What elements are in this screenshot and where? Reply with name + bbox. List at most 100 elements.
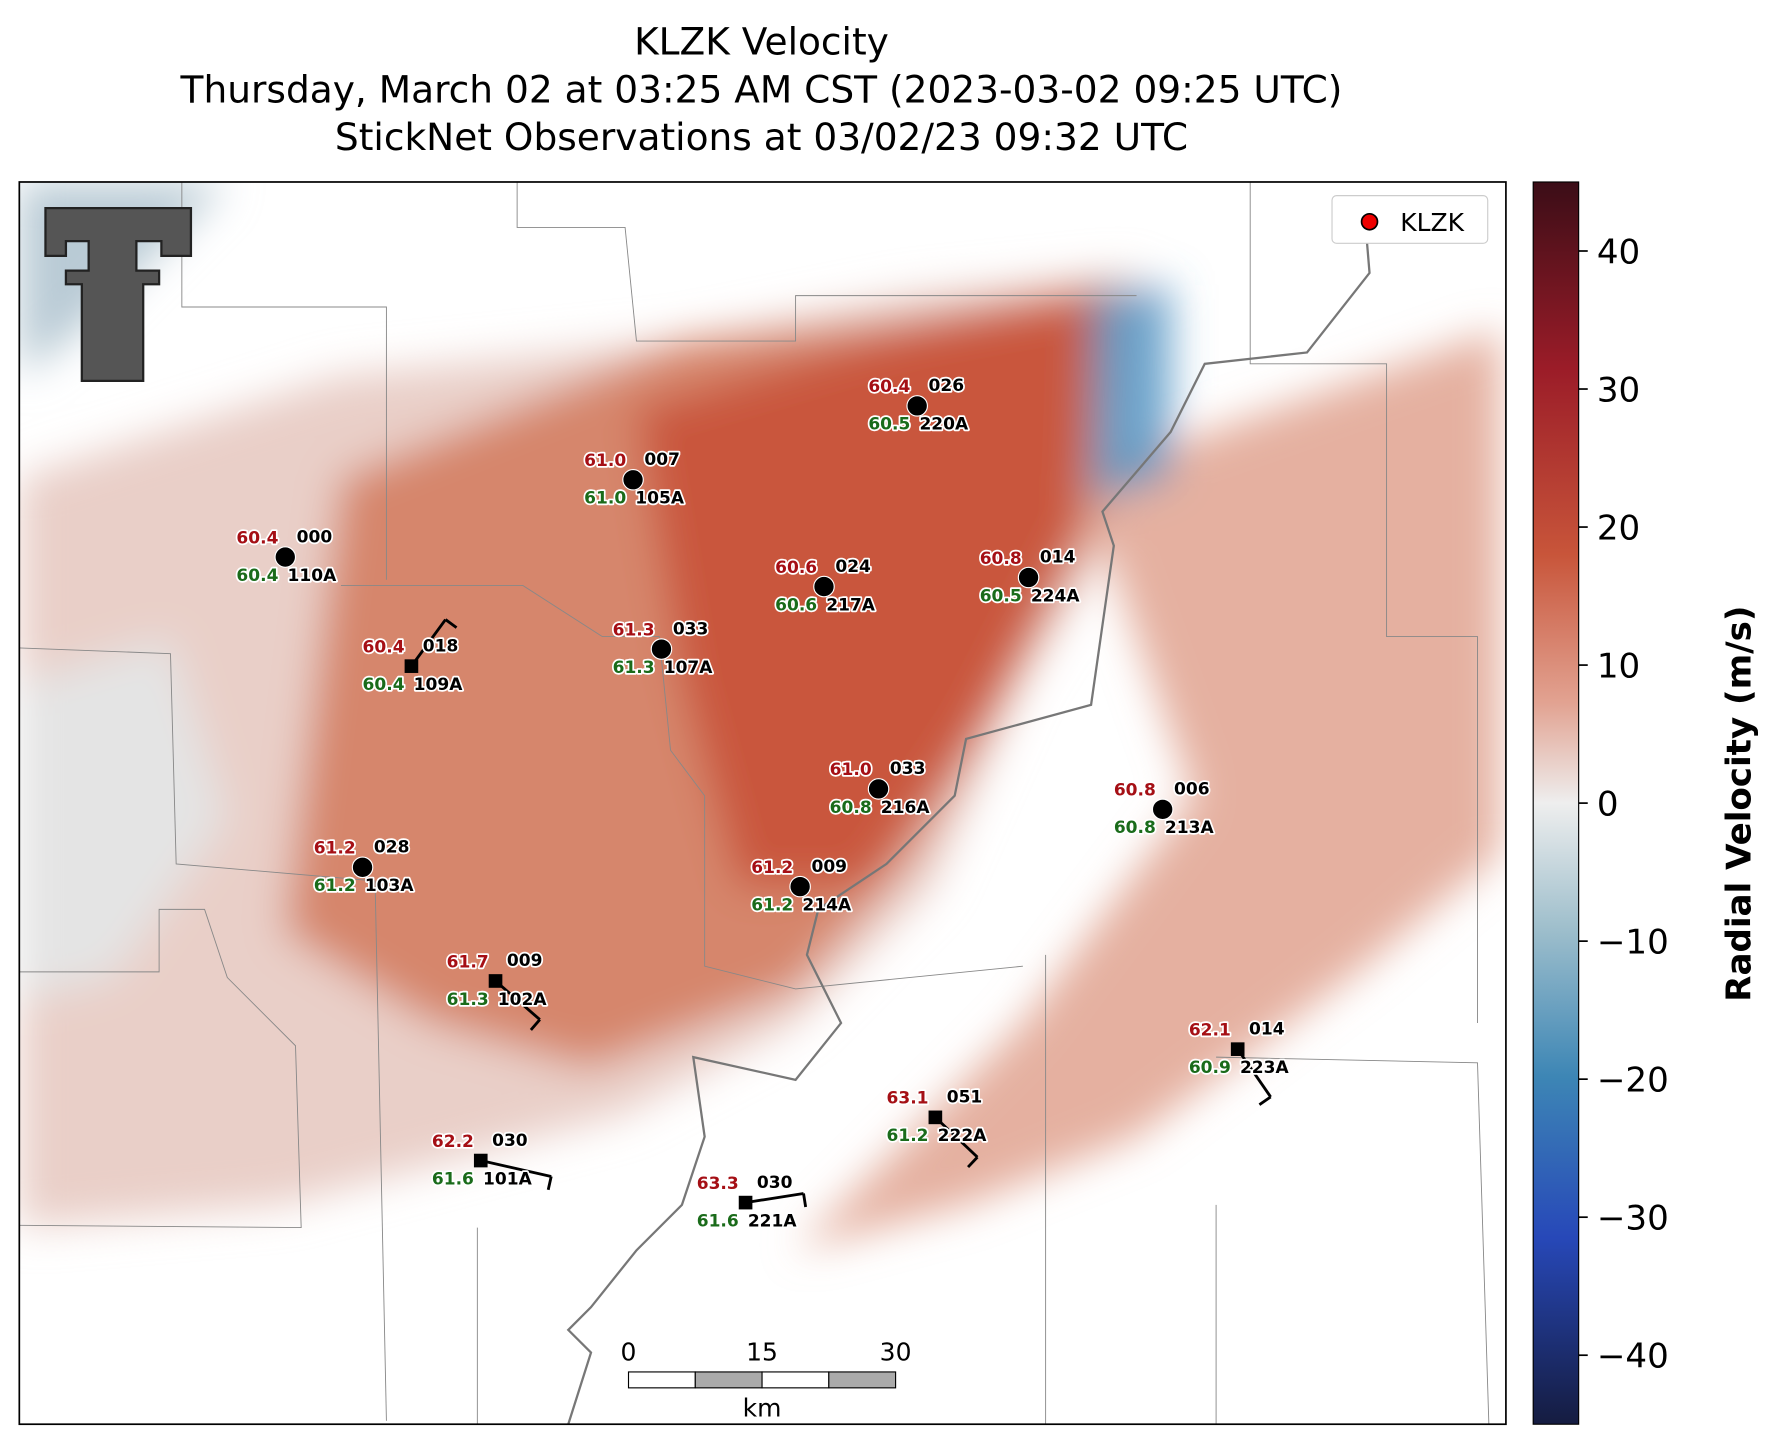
- station-id: 110A: [288, 566, 338, 586]
- wind-value: 007: [644, 450, 680, 470]
- station-marker: [813, 575, 835, 598]
- wind-barb: [745, 1192, 804, 1205]
- wind-barb: [934, 1116, 979, 1159]
- scale-label: 0: [621, 1338, 637, 1367]
- wind-value: 028: [374, 838, 410, 858]
- legend: KLZK: [1331, 195, 1489, 244]
- title-line: StickNet Observations at 03/02/23 09:32 …: [335, 115, 1188, 159]
- station-marker: [650, 638, 673, 660]
- wind-value: 051: [947, 1088, 983, 1108]
- colorbar-tick-label: −40: [1597, 1337, 1669, 1377]
- dewpoint: 60.5: [980, 586, 1022, 606]
- dewpoint: 60.4: [236, 566, 278, 586]
- wind-value: 009: [507, 951, 543, 971]
- wind-value: 033: [673, 619, 709, 639]
- wind-barb: [1236, 1048, 1272, 1098]
- temperature: 60.6: [775, 558, 817, 578]
- station-id: 101A: [483, 1169, 533, 1189]
- map-frame: [18, 181, 1507, 1426]
- wind-value: 033: [890, 759, 926, 779]
- wind-barb-flag: [546, 1176, 553, 1191]
- colorbar-tick-label: −10: [1597, 923, 1669, 963]
- station-id: 107A: [664, 658, 714, 678]
- wind-value: 014: [1249, 1019, 1285, 1039]
- station-marker: [622, 468, 644, 491]
- station-marker: [789, 875, 811, 898]
- scale-segment: [761, 1371, 830, 1389]
- station-marker: [906, 395, 928, 417]
- colorbar-tick-label: 10: [1597, 647, 1640, 687]
- colorbar-tick-label: 40: [1597, 233, 1640, 273]
- station-marker: [1017, 566, 1040, 589]
- scale-unit: km: [743, 1393, 782, 1422]
- station-marker: [488, 974, 503, 988]
- temperature: 61.3: [613, 620, 655, 640]
- scale-label: 30: [880, 1338, 912, 1367]
- dewpoint: 61.2: [887, 1126, 929, 1146]
- title-line: Thursday, March 02 at 03:25 AM CST (2023…: [180, 67, 1343, 111]
- temperature: 62.2: [432, 1132, 474, 1152]
- scale-bar: 0 15 30 km: [621, 1338, 912, 1423]
- wind-value: 000: [297, 527, 333, 547]
- station-id: 220A: [919, 415, 969, 435]
- title-line: KLZK Velocity: [634, 20, 889, 64]
- radar-field: [19, 181, 1506, 1425]
- station-id: 221A: [748, 1211, 798, 1231]
- station-id: 105A: [635, 489, 685, 509]
- temperature: 60.4: [363, 638, 405, 658]
- station-marker: [738, 1195, 753, 1210]
- station-marker: [351, 856, 374, 879]
- station-id: 217A: [826, 595, 876, 615]
- scale-label: 15: [746, 1338, 778, 1367]
- temperature: 61.0: [584, 451, 626, 471]
- dewpoint: 61.0: [584, 489, 626, 509]
- wind-value: 009: [811, 857, 847, 877]
- station-id: 109A: [414, 675, 464, 695]
- dewpoint: 61.3: [613, 658, 655, 678]
- station-id: 216A: [881, 798, 931, 818]
- station-id: 102A: [498, 990, 548, 1010]
- scale-segment: [694, 1371, 763, 1389]
- temperature: 63.1: [887, 1089, 929, 1109]
- dewpoint: 60.8: [830, 798, 872, 818]
- wind-barb: [494, 979, 541, 1021]
- wind-value: 026: [929, 376, 965, 396]
- station-id: 223A: [1240, 1058, 1290, 1078]
- colorbar-label: Radial Velocity (m/s): [1719, 606, 1759, 1002]
- dewpoint: 60.8: [1114, 818, 1156, 838]
- temperature: 61.2: [751, 858, 793, 878]
- wind-value: 014: [1040, 548, 1076, 568]
- temperature: 61.7: [447, 952, 489, 972]
- station-id: 224A: [1031, 586, 1081, 606]
- colorbar: [1532, 181, 1580, 1425]
- wind-barb: [410, 618, 447, 667]
- temperature: 60.8: [1114, 781, 1156, 801]
- temperature: 60.8: [980, 549, 1022, 569]
- scale-segment: [828, 1371, 897, 1389]
- station-id: 214A: [802, 896, 852, 916]
- station-id: 222A: [938, 1126, 988, 1146]
- colorbar-tick-label: 0: [1597, 785, 1619, 825]
- station-marker: [928, 1110, 943, 1125]
- station-marker: [274, 546, 297, 568]
- colorbar-tick-label: 20: [1597, 509, 1640, 549]
- temperature: 60.4: [236, 528, 278, 548]
- wind-barb-flag: [529, 1018, 541, 1031]
- dewpoint: 60.9: [1189, 1058, 1231, 1078]
- wind-barb: [480, 1159, 552, 1178]
- dewpoint: 61.6: [432, 1169, 474, 1189]
- legend-label: KLZK: [1400, 208, 1464, 237]
- legend-marker: [1360, 212, 1379, 231]
- wind-barb-flag: [967, 1156, 979, 1169]
- wind-barb-flag: [802, 1193, 808, 1208]
- wind-value: 024: [835, 557, 871, 577]
- temperature: 60.4: [868, 377, 910, 397]
- station-marker: [473, 1153, 488, 1168]
- station-marker: [404, 659, 419, 673]
- dewpoint: 60.5: [868, 415, 910, 435]
- dewpoint: 61.3: [447, 990, 489, 1010]
- station-marker: [1151, 798, 1174, 821]
- scale-segment: [627, 1371, 696, 1389]
